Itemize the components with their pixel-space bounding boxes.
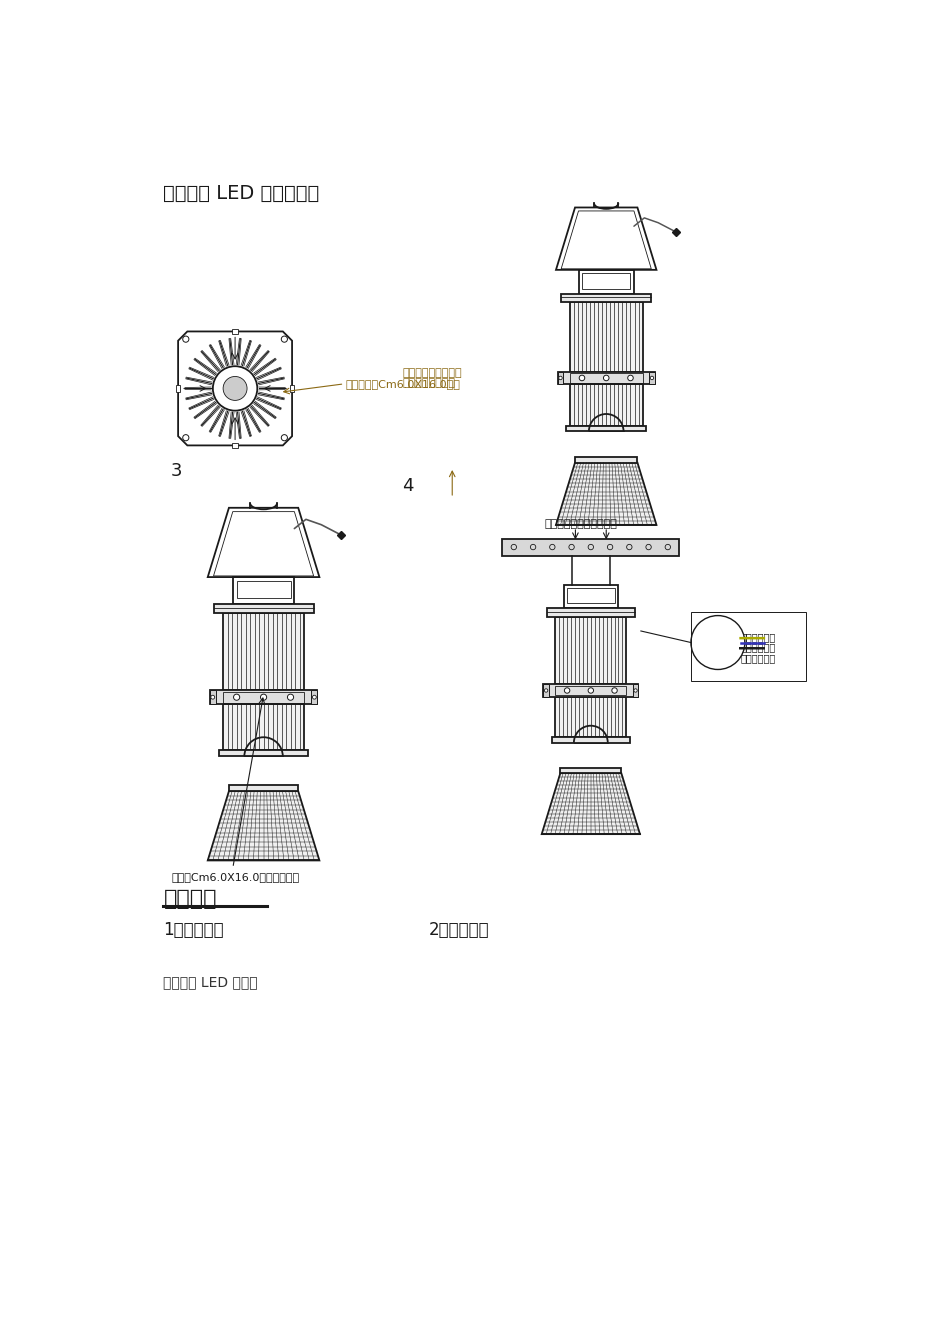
Circle shape [223, 376, 247, 401]
Text: 黄绿线接地线: 黄绿线接地线 [741, 653, 776, 664]
Polygon shape [208, 792, 319, 860]
Circle shape [580, 375, 585, 380]
Bar [219, 750, 308, 757]
Circle shape [603, 375, 609, 380]
Circle shape [650, 376, 654, 380]
Bar [547, 609, 635, 617]
Circle shape [260, 694, 267, 700]
Bar [237, 581, 291, 598]
Text: 松开此四个Cm6.0X16.0螺丝: 松开此四个Cm6.0X16.0螺丝 [346, 379, 461, 390]
Bar [543, 684, 638, 696]
Bar [560, 767, 621, 773]
Bar [575, 457, 637, 462]
Polygon shape [556, 462, 656, 526]
Bar [691, 612, 807, 681]
Circle shape [612, 688, 618, 694]
Text: 深色线接零线: 深色线接零线 [741, 632, 776, 641]
Circle shape [628, 375, 634, 380]
Text: 把四个Cm6.0X16.0螺丝装上拧紧: 把四个Cm6.0X16.0螺丝装上拧紧 [171, 872, 299, 882]
Circle shape [288, 694, 294, 700]
Polygon shape [542, 773, 640, 835]
Bar [176, 386, 180, 391]
Bar [558, 372, 655, 384]
Bar [582, 273, 631, 289]
Circle shape [691, 616, 745, 669]
Text: 散热器上的螺丝孔: 散热器上的螺丝孔 [402, 378, 455, 387]
Bar [567, 589, 615, 603]
Bar [570, 302, 642, 372]
Bar [223, 704, 304, 750]
Bar [290, 386, 294, 391]
Text: 4: 4 [402, 477, 413, 495]
Bar [210, 691, 317, 704]
Text: 工地照明 LED 塔吊灯介绍: 工地照明 LED 塔吊灯介绍 [163, 184, 320, 203]
Bar [232, 444, 238, 448]
Circle shape [313, 695, 316, 699]
Bar [566, 426, 646, 431]
Bar [579, 270, 634, 294]
Circle shape [234, 694, 239, 700]
Bar [570, 384, 642, 426]
Bar [633, 684, 638, 696]
Bar [563, 585, 618, 609]
Text: 1、产品图片: 1、产品图片 [163, 921, 224, 939]
Circle shape [588, 688, 594, 694]
Circle shape [211, 695, 215, 699]
Bar [558, 372, 563, 384]
Bar [555, 696, 626, 738]
Bar [649, 372, 655, 384]
Text: 3: 3 [171, 461, 182, 480]
Text: 空色线接入线: 空色线接入线 [741, 642, 776, 653]
Bar [229, 785, 298, 792]
Bar [233, 577, 294, 603]
Bar [223, 613, 304, 691]
Bar [570, 374, 642, 383]
Circle shape [544, 688, 548, 692]
Bar [555, 685, 626, 695]
Circle shape [564, 688, 570, 694]
Bar [210, 691, 216, 704]
Bar [214, 603, 314, 613]
Text: 工地照明 LED 塔吊灯: 工地照明 LED 塔吊灯 [163, 976, 258, 989]
Bar [312, 691, 317, 704]
Text: 把灯架固定架上拧好螺丝: 把灯架固定架上拧好螺丝 [544, 519, 618, 530]
Bar [223, 692, 304, 703]
Bar [232, 329, 238, 333]
Text: 反光罩的四个孔对准: 反光罩的四个孔对准 [402, 368, 462, 378]
Bar [503, 539, 679, 555]
Bar [561, 294, 652, 302]
Circle shape [634, 688, 637, 692]
Circle shape [559, 376, 562, 380]
Bar [552, 738, 630, 743]
Bar [543, 684, 549, 696]
Text: 2、产品尺寸: 2、产品尺寸 [429, 921, 490, 939]
Bar [555, 617, 626, 684]
Text: 技术参数: 技术参数 [163, 888, 217, 909]
